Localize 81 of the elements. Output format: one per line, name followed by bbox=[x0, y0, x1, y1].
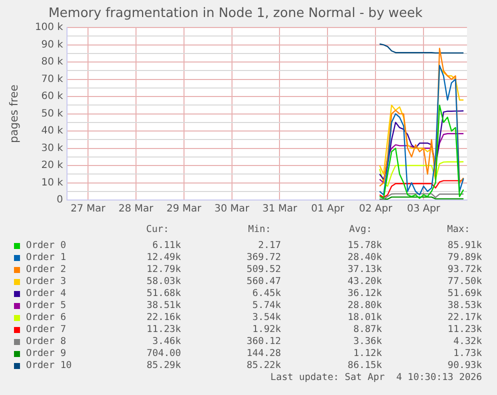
text: Avg: bbox=[349, 224, 372, 235]
legend-label: Order 2 bbox=[26, 264, 66, 275]
text: 360.12 bbox=[246, 336, 281, 347]
text: 93.72k bbox=[448, 264, 482, 275]
text: 369.72 bbox=[246, 252, 281, 263]
text: 18.01k bbox=[348, 312, 382, 323]
legend-label: Order 7 bbox=[26, 324, 66, 335]
text: 86.15k bbox=[348, 360, 382, 371]
text: 4.32k bbox=[453, 336, 482, 347]
legend-label: Order 0 bbox=[26, 240, 66, 251]
text: 51.68k bbox=[146, 288, 181, 299]
y-axis-title: pages free bbox=[7, 84, 20, 143]
x-tick-label: 30 Mar bbox=[214, 204, 250, 215]
text: 704.00 bbox=[146, 348, 181, 359]
text: 560.47 bbox=[246, 276, 281, 287]
text: 6.45k bbox=[252, 288, 281, 299]
legend-label: Order 1 bbox=[26, 252, 66, 263]
text: 28.40k bbox=[348, 252, 382, 263]
legend-label: Order 8 bbox=[26, 336, 66, 347]
text: 8.87k bbox=[353, 324, 382, 335]
text: 1.12k bbox=[353, 348, 382, 359]
text: 38.51k bbox=[146, 300, 181, 311]
text: 1.73k bbox=[453, 348, 482, 359]
x-tick-label: 03 Apr bbox=[406, 204, 442, 215]
text: 36.12k bbox=[348, 288, 382, 299]
chart-title: Memory fragmentation in Node 1, zone Normal - by week bbox=[48, 6, 424, 22]
x-tick-label: 02 Apr bbox=[359, 204, 394, 215]
text: 51.69k bbox=[448, 288, 482, 299]
text: 144.28 bbox=[246, 348, 281, 359]
text: 77.50k bbox=[448, 276, 482, 287]
text: 3.54k bbox=[252, 312, 281, 323]
text: 11.23k bbox=[448, 324, 482, 335]
text: Max: bbox=[447, 224, 470, 235]
text: 12.79k bbox=[146, 264, 181, 275]
text: 28.80k bbox=[348, 300, 382, 311]
legend-label: Order 10 bbox=[26, 360, 72, 371]
text: Cur: bbox=[146, 224, 169, 235]
text: 22.17k bbox=[448, 312, 482, 323]
text: 90.93k bbox=[448, 360, 482, 371]
y-tick-label: 80 k bbox=[41, 56, 64, 68]
text: 85.29k bbox=[146, 360, 181, 371]
y-tick-label: 100 k bbox=[34, 22, 64, 34]
text: Min: bbox=[248, 224, 271, 235]
legend-label: Order 5 bbox=[26, 300, 66, 311]
text: 38.53k bbox=[448, 300, 482, 311]
text: 3.36k bbox=[353, 336, 382, 347]
x-tick-label: 31 Mar bbox=[262, 204, 298, 215]
text: Last update: Sat Apr 4 10:30:13 2026 bbox=[270, 372, 482, 383]
text: 85.91k bbox=[448, 240, 482, 251]
text: 43.20k bbox=[348, 276, 382, 287]
text: 1.92k bbox=[252, 324, 281, 335]
y-tick-label: 60 k bbox=[41, 91, 64, 102]
y-tick-label: 10 k bbox=[41, 177, 64, 188]
y-tick-label: 0 bbox=[56, 194, 63, 206]
legend-label: Order 9 bbox=[26, 348, 66, 359]
legend-label: Order 4 bbox=[26, 288, 66, 299]
y-tick-label: 30 k bbox=[41, 142, 64, 154]
text: 22.16k bbox=[146, 312, 181, 323]
text: 15.78k bbox=[348, 240, 382, 251]
text: 79.89k bbox=[448, 252, 482, 263]
text: 58.03k bbox=[146, 276, 181, 287]
x-tick-label: 29 Mar bbox=[166, 204, 202, 215]
text: 3.46k bbox=[152, 336, 181, 347]
y-tick-label: 50 k bbox=[41, 108, 64, 120]
x-tick-label: 01 Apr bbox=[311, 204, 346, 215]
legend-label: Order 6 bbox=[26, 312, 66, 323]
text: 5.74k bbox=[252, 300, 281, 311]
text: 11.23k bbox=[146, 324, 181, 335]
y-tick-label: 40 k bbox=[41, 126, 64, 137]
y-tick-label: 90 k bbox=[41, 39, 64, 50]
text: 6.11k bbox=[152, 240, 181, 251]
text: 509.52 bbox=[246, 264, 281, 275]
y-tick-label: 20 k bbox=[41, 160, 64, 172]
text: 2.17 bbox=[258, 240, 281, 251]
text: 12.49k bbox=[146, 252, 181, 263]
y-tick-label: 70 k bbox=[41, 74, 64, 85]
x-tick-label: 28 Mar bbox=[118, 204, 154, 215]
text: 85.22k bbox=[246, 360, 281, 371]
legend-label: Order 3 bbox=[26, 276, 66, 287]
x-tick-label: 27 Mar bbox=[70, 204, 106, 215]
text: 37.13k bbox=[348, 264, 382, 275]
